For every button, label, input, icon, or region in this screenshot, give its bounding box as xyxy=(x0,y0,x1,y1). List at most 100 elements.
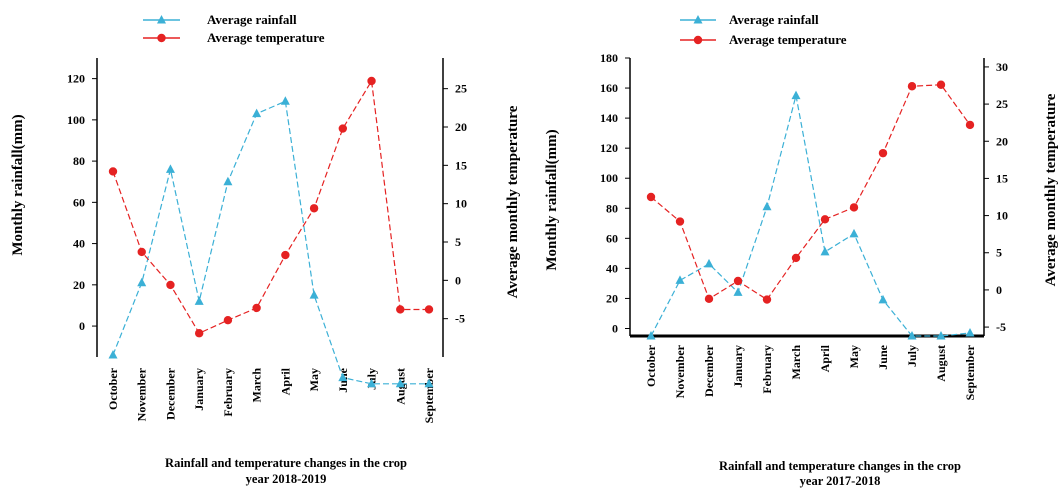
y-axis-label: Monthly rainfall(mm) xyxy=(544,129,560,270)
rainfall-point xyxy=(646,331,656,340)
rainfall-point xyxy=(137,277,147,287)
legend-marker xyxy=(693,35,703,45)
temperature-point xyxy=(762,295,772,304)
category-label: April xyxy=(278,367,292,395)
rainfall-point xyxy=(733,287,743,296)
temperature-point xyxy=(733,276,743,286)
temperature-point xyxy=(675,217,685,226)
temperature-point xyxy=(704,294,714,304)
right-tick-label: -5 xyxy=(455,312,465,326)
y2-axis-label: Average monthly temperature xyxy=(505,105,521,298)
category-label: April xyxy=(818,344,832,372)
temperature-point xyxy=(820,215,830,224)
category-label: May xyxy=(847,345,861,368)
rainfall-point xyxy=(907,331,917,340)
rainfall-point xyxy=(165,164,175,173)
rainfall-point xyxy=(108,349,118,359)
chart-title-line-1: Rainfall and temperature changes in the … xyxy=(719,459,961,473)
temperature-line xyxy=(650,84,971,301)
legend-marker xyxy=(693,15,703,24)
right-tick-label: 10 xyxy=(455,197,467,211)
rainfall-point xyxy=(424,378,434,388)
rainfall-point xyxy=(252,108,262,118)
legend-label: Average rainfall xyxy=(207,12,297,27)
category-label: May xyxy=(307,368,321,391)
category-label: March xyxy=(789,345,803,380)
rainfall-point xyxy=(367,378,377,388)
category-label: December xyxy=(702,344,716,397)
left-tick-label: 80 xyxy=(606,201,618,215)
temperature-line xyxy=(112,79,429,335)
rainfall-point xyxy=(762,201,772,211)
rainfall-point xyxy=(309,290,319,299)
rainfall-point xyxy=(849,228,859,238)
left-tick-label: 80 xyxy=(73,154,85,168)
rainfall-point xyxy=(395,378,405,388)
left-tick-label: 40 xyxy=(73,237,85,251)
right-tick-label: 25 xyxy=(455,82,467,96)
temperature-point xyxy=(309,204,319,213)
right-tick-label: 15 xyxy=(996,171,1008,185)
category-label: January xyxy=(192,368,206,411)
y-axis-label: Monthly rainfall(mm) xyxy=(10,114,26,255)
category-label: August xyxy=(934,345,948,382)
left-tick-label: 160 xyxy=(600,81,618,95)
left-tick-label: 60 xyxy=(606,231,618,245)
temperature-point xyxy=(223,316,233,325)
left-tick-label: 100 xyxy=(600,171,618,185)
left-tick-label: 100 xyxy=(67,113,85,127)
rainfall-line xyxy=(112,100,429,385)
right-tick-label: -5 xyxy=(996,320,1006,334)
rainfall-point xyxy=(675,275,685,284)
legend-label: Average temperature xyxy=(729,32,847,47)
temperature-point xyxy=(646,192,656,202)
left-tick-label: 120 xyxy=(600,141,618,155)
right-tick-label: 15 xyxy=(455,158,467,172)
temperature-point xyxy=(791,253,801,263)
temperature-point xyxy=(108,167,118,176)
temperature-point xyxy=(907,82,917,91)
left-tick-label: 140 xyxy=(600,111,618,125)
right-tick-label: 0 xyxy=(996,283,1002,297)
rainfall-point xyxy=(223,176,233,186)
left-tick-label: 20 xyxy=(73,278,85,292)
legend-label: Average rainfall xyxy=(729,12,819,27)
temperature-point xyxy=(338,124,348,133)
category-label: October xyxy=(644,344,658,387)
category-label: December xyxy=(163,367,177,420)
temperature-point xyxy=(166,280,175,290)
temperature-point xyxy=(849,203,859,212)
right-tick-label: 5 xyxy=(455,235,461,249)
chart-title-line-2: year 2017-2018 xyxy=(800,474,881,488)
rainfall-line xyxy=(650,95,971,337)
temperature-point xyxy=(281,250,290,260)
category-label: June xyxy=(876,344,890,369)
temperature-point xyxy=(878,148,888,158)
rainfall-point xyxy=(704,258,714,268)
right-tick-label: 20 xyxy=(455,120,467,134)
temperature-point xyxy=(396,305,405,314)
category-label: July xyxy=(905,345,919,367)
rainfall-point xyxy=(280,96,290,105)
category-label: January xyxy=(731,345,745,388)
left-tick-label: 20 xyxy=(606,291,618,305)
category-label: February xyxy=(221,368,235,417)
rainfall-point xyxy=(965,327,975,337)
right-tick-label: 25 xyxy=(996,97,1008,111)
temperature-point xyxy=(424,305,434,314)
category-label: September xyxy=(963,344,977,400)
category-label: February xyxy=(760,345,774,394)
temperature-point xyxy=(965,120,975,130)
temperature-point xyxy=(252,303,261,313)
left-tick-label: 180 xyxy=(600,51,618,65)
rainfall-point xyxy=(878,294,888,304)
chart-title-line-2: year 2018-2019 xyxy=(246,472,327,486)
right-tick-label: 5 xyxy=(996,246,1002,260)
right-tick-label: 20 xyxy=(996,134,1008,148)
left-tick-label: 120 xyxy=(67,72,85,86)
category-label: October xyxy=(106,367,120,410)
category-label: September xyxy=(422,367,436,423)
rainfall-point xyxy=(820,246,830,256)
temperature-point xyxy=(137,247,146,257)
